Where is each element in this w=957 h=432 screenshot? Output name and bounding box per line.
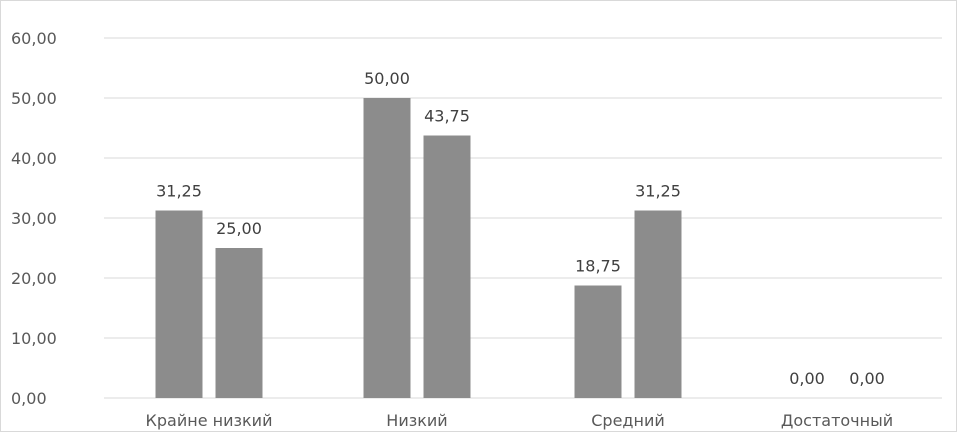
bar — [423, 135, 471, 398]
data-label: 18,75 — [575, 257, 621, 276]
y-tick-label: 30,00 — [11, 209, 57, 228]
y-axis-ticks: 0,00 10,00 20,00 30,00 40,00 50,00 60,00 — [11, 29, 57, 408]
y-tick-label: 10,00 — [11, 329, 57, 348]
bars — [155, 98, 682, 398]
data-labels: 31,25 50,00 18,75 0,00 25,00 43,75 31,25 0,00 — [156, 69, 885, 388]
data-label: 25,00 — [216, 219, 262, 238]
bar — [215, 248, 263, 398]
data-label: 0,00 — [789, 369, 825, 388]
data-label: 50,00 — [364, 69, 410, 88]
x-category-label: Крайне низкий — [146, 411, 273, 430]
data-label: 43,75 — [424, 107, 470, 126]
x-category-label: Достаточный — [781, 411, 893, 430]
data-label: 0,00 — [849, 369, 885, 388]
data-label: 31,25 — [156, 182, 202, 201]
x-axis-categories: Крайне низкий Низкий Средний Достаточный — [146, 411, 894, 430]
y-tick-label: 60,00 — [11, 29, 57, 48]
x-category-label: Средний — [591, 411, 665, 430]
bar — [634, 210, 682, 398]
y-tick-label: 20,00 — [11, 269, 57, 288]
y-tick-label: 50,00 — [11, 89, 57, 108]
y-tick-label: 40,00 — [11, 149, 57, 168]
data-label: 31,25 — [635, 182, 681, 201]
y-tick-label: 0,00 — [11, 389, 47, 408]
bar — [574, 285, 622, 398]
x-category-label: Низкий — [386, 411, 447, 430]
bar — [363, 98, 411, 398]
bar — [155, 210, 203, 398]
